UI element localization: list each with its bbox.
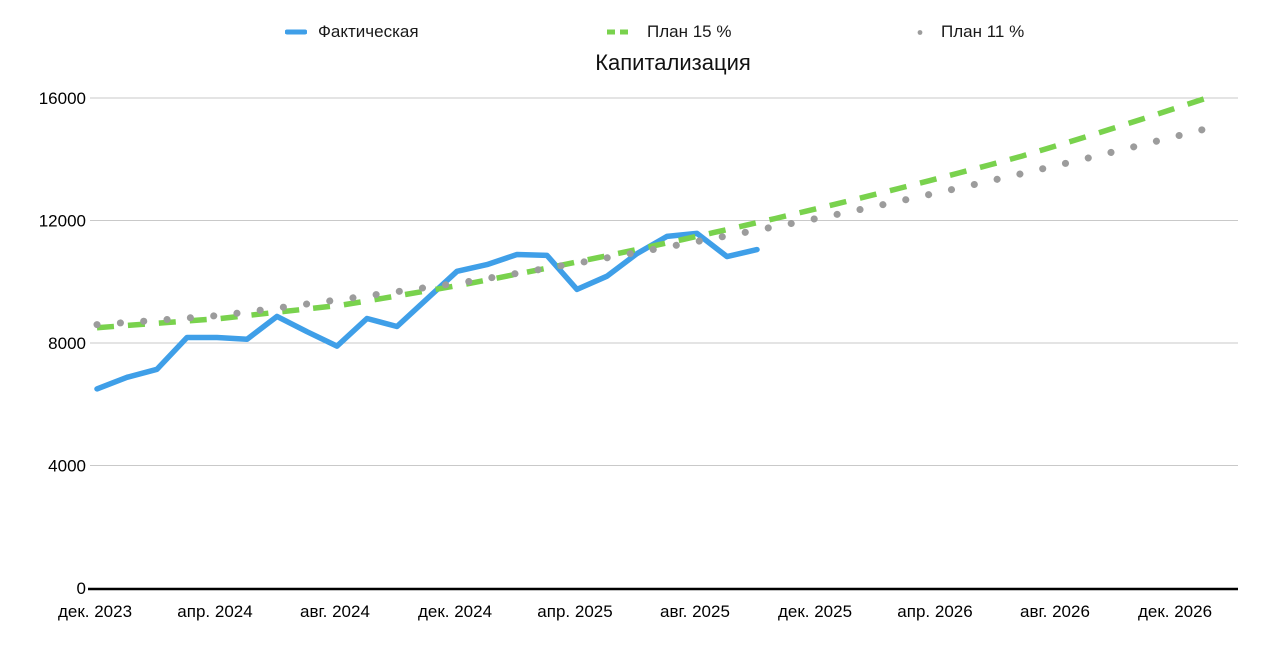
x-tick-label: дек. 2024 xyxy=(418,602,492,621)
y-tick-label: 12000 xyxy=(39,212,86,231)
legend-label-plan15: План 15 % xyxy=(647,22,732,41)
y-tick-label: 16000 xyxy=(39,89,86,108)
x-tick-label: апр. 2025 xyxy=(537,602,612,621)
x-tick-label: апр. 2024 xyxy=(177,602,252,621)
legend-item-plan15[interactable]: План 15 % xyxy=(607,22,731,42)
x-tick-label: авг. 2025 xyxy=(660,602,730,621)
series-line-actual xyxy=(94,230,760,392)
dotted-line-legend-icon xyxy=(916,28,924,36)
x-tick-label: дек. 2025 xyxy=(778,602,852,621)
y-tick-label: 8000 xyxy=(48,334,86,353)
chart-legend: Фактическая План 15 % План 11 % xyxy=(0,22,1268,46)
legend-item-plan11[interactable]: План 11 % xyxy=(916,22,1024,42)
solid-line-legend-icon xyxy=(284,28,308,36)
y-tick-label: 4000 xyxy=(48,457,86,476)
series-line-plan15 xyxy=(96,95,1208,331)
x-tick-label: авг. 2024 xyxy=(300,602,370,621)
chart-title: Капитализация xyxy=(595,50,751,75)
dashed-line-legend-icon xyxy=(607,28,633,36)
x-tick-label: дек. 2023 xyxy=(58,602,132,621)
x-tick-label: дек. 2026 xyxy=(1138,602,1212,621)
legend-item-actual[interactable]: Фактическая xyxy=(284,22,419,42)
y-tick-label: 0 xyxy=(77,579,86,598)
series-line-plan11 xyxy=(93,125,1211,329)
legend-label-plan11: План 11 % xyxy=(941,22,1025,41)
legend-label-actual: Фактическая xyxy=(318,22,419,41)
x-tick-label: апр. 2026 xyxy=(897,602,972,621)
x-tick-label: авг. 2026 xyxy=(1020,602,1090,621)
